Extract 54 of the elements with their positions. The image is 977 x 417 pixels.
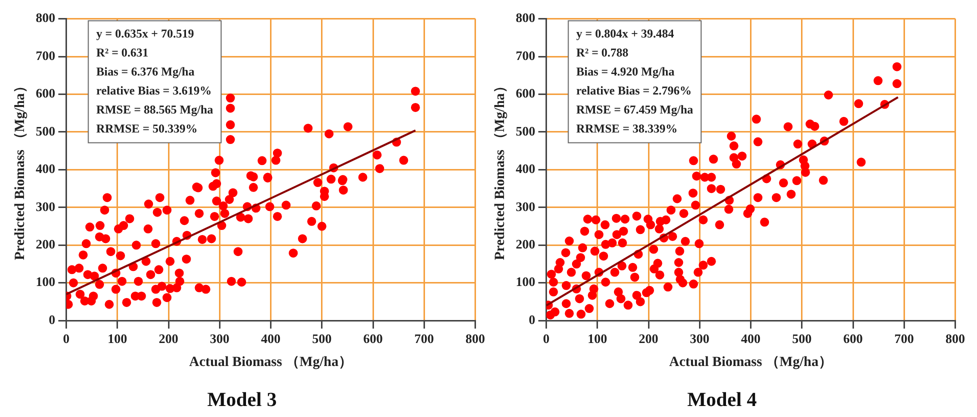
y-tick-label: 700 [516, 48, 536, 63]
y-tick-label: 400 [516, 161, 536, 176]
x-tick-label: 800 [466, 330, 485, 346]
y-tick-label: 0 [528, 312, 536, 327]
y-tick-label: 100 [516, 274, 536, 290]
y-tick-label: 500 [516, 123, 536, 138]
annotation: y = 0.804x + 39.484 [576, 26, 674, 40]
annotation: Bias = 6.376 Mg/ha [96, 64, 194, 78]
text: Model 3 [207, 389, 277, 412]
annotation: R² = 0.631 [96, 45, 148, 60]
annotation: RMSE = 67.459 Mg/ha [576, 102, 694, 116]
x-tick-label: 0 [543, 330, 550, 346]
y-tick-label: 100 [36, 274, 56, 290]
y-tick-label: 200 [36, 236, 56, 252]
y-tick-label: 800 [36, 10, 56, 26]
x-tick-label: 200 [158, 330, 178, 346]
annotation: RMSE = 88.565 Mg/ha [96, 102, 214, 116]
annotation: RRMSE = 38.339% [576, 121, 678, 136]
x-tick-label: 700 [414, 330, 434, 346]
x-tick-label: 200 [638, 330, 658, 346]
y-tick-label: 300 [36, 198, 56, 214]
y-tick-label: 0 [48, 312, 56, 327]
x-tick-label: 100 [108, 330, 128, 346]
y-axis-title: Predicted Biomass （Mg/ha） [13, 79, 28, 260]
x-tick-label: 400 [261, 330, 281, 346]
x-tick-label: 0 [63, 330, 70, 346]
x-tick-label: 600 [843, 330, 863, 346]
x-tick-label: 400 [741, 330, 761, 346]
x-tick-label: 300 [210, 330, 230, 346]
annotation: Bias = 4.920 Mg/ha [576, 64, 674, 78]
x-tick-label: 600 [363, 330, 383, 346]
annotation: relative Bias = 3.619% [96, 83, 212, 98]
x-tick-label: 800 [946, 330, 965, 346]
y-tick-label: 700 [36, 48, 56, 63]
y-tick-label: 400 [36, 161, 56, 176]
annotation: y = 0.635x + 70.519 [96, 26, 194, 40]
y-tick-label: 600 [36, 86, 56, 101]
annotation: relative Bias = 2.796% [576, 83, 692, 98]
y-tick-label: 300 [516, 198, 536, 214]
x-tick-label: 500 [312, 330, 332, 346]
y-tick-label: 200 [516, 236, 536, 252]
annotation: R² = 0.788 [576, 45, 628, 60]
x-tick-label: 500 [792, 330, 812, 346]
x-axis-title: Actual Biomass （Mg/ha） [189, 355, 352, 370]
x-tick-label: 300 [690, 330, 710, 346]
x-tick-label: 700 [894, 330, 914, 346]
text: Model 4 [687, 389, 757, 412]
x-tick-label: 100 [588, 330, 608, 346]
y-axis-title: Predicted Biomass （Mg/ha） [493, 79, 508, 260]
annotation: RRMSE = 50.339% [96, 121, 198, 136]
y-tick-label: 500 [36, 123, 56, 138]
x-axis-title: Actual Biomass （Mg/ha） [669, 355, 832, 370]
y-tick-label: 600 [516, 86, 536, 101]
y-tick-label: 800 [516, 10, 536, 26]
